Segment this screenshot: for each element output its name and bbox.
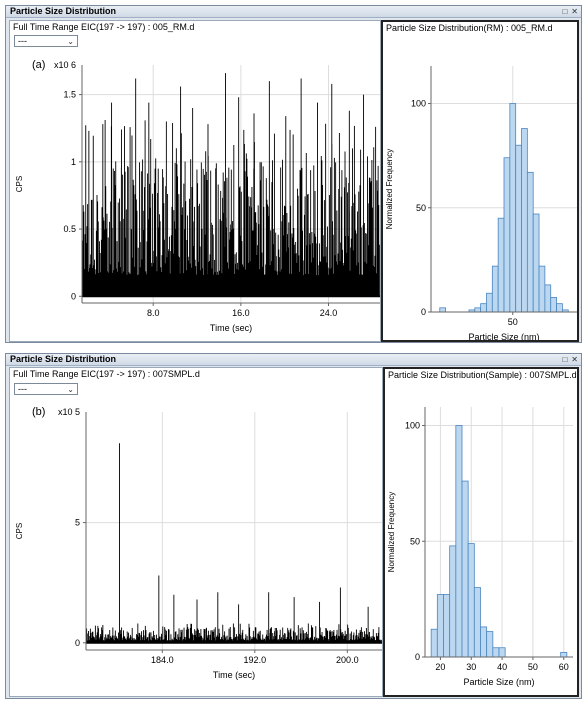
panel-title: Particle Size Distribution (10, 6, 117, 16)
close-icon[interactable]: ✕ (571, 7, 578, 16)
histogram-bar (532, 213, 540, 313)
x-tick-label: 192.0 (244, 655, 267, 665)
histogram-bar (474, 307, 482, 313)
histogram-bar (521, 128, 528, 313)
histogram-bar (480, 303, 487, 313)
histogram-bar (430, 628, 438, 658)
x-tick-label: 40 (497, 662, 507, 672)
x-tick-label: 8.0 (147, 308, 160, 318)
histogram-bar (503, 157, 511, 313)
histogram-bar (515, 144, 522, 313)
panel-label: (b) (32, 406, 45, 418)
restore-icon[interactable]: □ (562, 355, 568, 364)
x-tick-label: 184.0 (151, 655, 174, 665)
y-axis-label: CPS (15, 523, 24, 539)
y-axis-label: Normalized Frequency (385, 149, 394, 229)
chevron-down-icon[interactable]: ⌄ (67, 37, 74, 46)
restore-icon[interactable]: □ (562, 7, 568, 16)
eic-pane: Full Time Range EIC(197 -> 197) : 007SMP… (9, 367, 383, 697)
x-tick-label: 50 (508, 317, 518, 327)
eic-pane: Full Time Range EIC(197 -> 197) : 005_RM… (9, 20, 381, 342)
y-axis-label: Normalized Frequency (387, 492, 396, 572)
eic-spike-bars (85, 443, 382, 643)
y-tick-label: 1 (71, 157, 76, 167)
histogram-bar (486, 292, 493, 313)
histogram-bar (497, 217, 505, 313)
x-axis-label: Particle Size (nm) (468, 332, 539, 340)
eic-spikes (85, 443, 382, 643)
x-axis-label: Particle Size (nm) (463, 677, 534, 687)
eic-chart-b: 184.0 192.0 200.0 0 5 Time (sec) CPS x10 5 (b) (15, 406, 382, 680)
x-tick-label: 60 (559, 662, 569, 672)
y-tick-label: 0 (75, 638, 80, 648)
histogram-bar (491, 265, 499, 313)
panel-title: Particle Size Distribution (10, 354, 117, 364)
eic-selector-dropdown[interactable]: --- ⌄ (14, 383, 78, 395)
y-tick-label: 0 (415, 652, 420, 662)
x-tick-label: 50 (528, 662, 538, 672)
y-tick-label: 1.5 (63, 90, 76, 100)
x-tick-label: 20 (435, 662, 445, 672)
histogram-bar (467, 543, 475, 658)
histogram-bar (538, 265, 546, 313)
eic-chart-a: 8.0 16.0 24.0 0 0.5 1 1.5 Time (sec) CPS x10 6 (a) (15, 59, 380, 333)
chevron-down-icon[interactable]: ⌄ (67, 385, 74, 394)
psd-pane-title: Particle Size Distribution(Sample) : 007… (388, 370, 577, 380)
histogram-bar (526, 171, 534, 313)
psd-pane-title: Particle Size Distribution(RM) : 005_RM.… (386, 23, 553, 33)
dropdown-value: --- (18, 36, 27, 46)
close-icon[interactable]: ✕ (571, 355, 578, 364)
y-tick-label: 100 (411, 99, 426, 109)
y-tick-label: 0.5 (63, 224, 76, 234)
scale-multiplier-label: x10 5 (58, 407, 80, 417)
eic-spikes (81, 73, 380, 297)
histogram-bar (556, 303, 563, 313)
y-tick-label: 100 (405, 421, 420, 431)
y-tick-label: 5 (75, 518, 80, 528)
histogram-bar (449, 545, 457, 658)
histogram-bar (439, 307, 446, 313)
y-tick-label: 50 (416, 203, 426, 213)
psd-pane: Particle Size Distribution(Sample) : 007… (383, 367, 579, 697)
histogram-bar (443, 594, 451, 658)
panel-label: (a) (32, 59, 45, 71)
x-tick-label: 24.0 (320, 308, 338, 318)
histogram-bar (486, 631, 494, 658)
eic-selector-dropdown[interactable]: --- ⌄ (14, 35, 78, 47)
panel-title-bar: Particle Size Distribution □ ✕ (6, 6, 581, 18)
eic-pane-title: Full Time Range EIC(197 -> 197) : 005_RM… (13, 22, 195, 32)
x-tick-label: 16.0 (232, 308, 250, 318)
histogram-bar (560, 651, 568, 658)
x-tick-label: 200.0 (336, 655, 359, 665)
histogram-bar (473, 587, 481, 658)
psd-histogram-a: 50 0 50 100 Particle Size (nm) Normalized Fre… (385, 66, 577, 340)
x-axis-label: Time (sec) (213, 670, 255, 680)
y-tick-label: 50 (410, 536, 420, 546)
panel-controls: □ ✕ (562, 354, 578, 365)
x-tick-label: 30 (466, 662, 476, 672)
eic-spike-bars (81, 73, 380, 297)
histogram-bar (436, 594, 444, 658)
histogram-bar (461, 480, 469, 658)
dropdown-value: --- (18, 384, 27, 394)
histogram-bar (492, 647, 500, 658)
y-tick-label: 0 (421, 307, 426, 317)
panel-controls: □ ✕ (562, 6, 578, 17)
histogram-bar (550, 297, 557, 313)
scale-multiplier-label: x10 6 (54, 60, 76, 70)
y-axis-label: CPS (15, 176, 24, 192)
histogram-bar (498, 647, 506, 658)
psd-histogram-b: 20 30 40 50 60 0 50 100 Particle Size (nm) Normal… (387, 407, 573, 687)
psd-pane: Particle Size Distribution(RM) : 005_RM.… (381, 20, 579, 342)
psd-panel-a: Particle Size Distribution □ ✕ Full Time… (5, 5, 582, 343)
psd-panel-b: Particle Size Distribution □ ✕ Full Time… (5, 353, 582, 699)
histogram-bar (544, 284, 552, 313)
panel-title-bar: Particle Size Distribution □ ✕ (6, 354, 581, 366)
y-tick-label: 0 (71, 291, 76, 301)
eic-pane-title: Full Time Range EIC(197 -> 197) : 007SMP… (13, 369, 200, 379)
histogram-bar (509, 103, 517, 313)
histogram-bar (480, 626, 488, 658)
x-axis-label: Time (sec) (210, 323, 252, 333)
histogram-bar (455, 425, 463, 658)
